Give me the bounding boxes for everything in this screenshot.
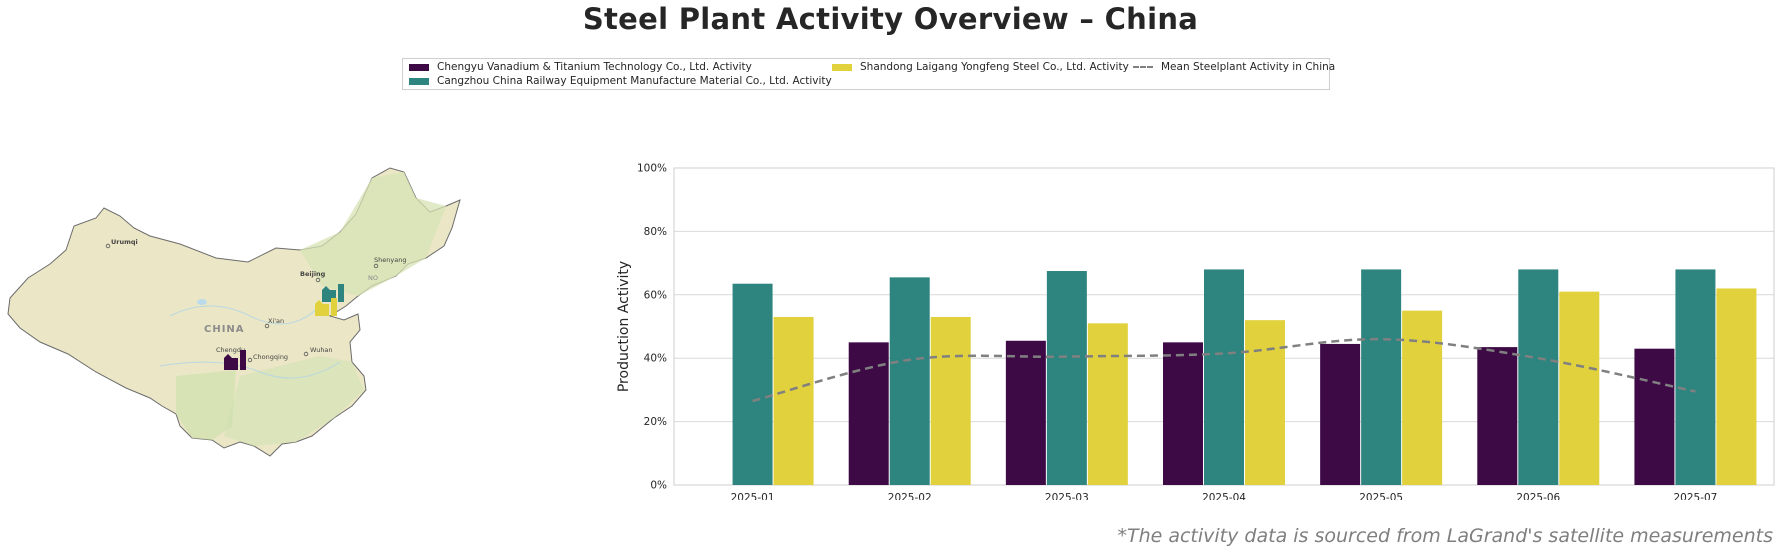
country-label: CHINA (204, 324, 245, 335)
lake-qinghai (197, 299, 207, 305)
city-label-shenyang: Shenyang (374, 256, 406, 264)
bar-cangzhou (1046, 271, 1087, 485)
city-dot-beijing (315, 277, 321, 283)
bar-chengyu (1477, 347, 1518, 485)
y-tick-label: 100% (637, 163, 667, 175)
y-tick-label: 20% (644, 416, 667, 428)
china-map: Urumqi Beijing Shenyang NO Xi'an CHINA C… (0, 166, 470, 496)
bar-cangzhou (1675, 269, 1716, 485)
legend-label-cangzhou: Cangzhou China Railway Equipment Manufac… (437, 75, 832, 87)
terrain-forest-east (300, 172, 446, 296)
bar-chengyu (1163, 342, 1203, 485)
legend-label-chengyu: Chengyu Vanadium & Titanium Technology C… (437, 61, 752, 73)
bar-cangzhou (1361, 269, 1402, 485)
legend-dash-mean (1133, 66, 1153, 68)
city-label-chongqing: Chongqing (253, 353, 288, 361)
y-tick-label: 40% (644, 353, 667, 365)
y-tick-label: 60% (644, 289, 667, 301)
x-tick-label: 2025-06 (1516, 492, 1560, 500)
x-tick-label: 2025-03 (1045, 492, 1089, 500)
legend: Chengyu Vanadium & Titanium Technology C… (402, 58, 1335, 90)
mean-activity-line (752, 337, 1696, 403)
terrain-forest-south (224, 356, 364, 446)
bar-shandong (1402, 310, 1443, 485)
bar-chengyu (1634, 348, 1675, 485)
legend-swatch-cangzhou (409, 77, 429, 85)
x-tick-label: 2025-07 (1673, 492, 1717, 500)
city-label-beijing: Beijing (300, 270, 326, 278)
legend-item-mean: Mean Steelplant Activity in China (1133, 61, 1335, 73)
factory-icon-chengyu (224, 350, 246, 370)
city-dot-urumqi (105, 243, 111, 249)
city-label-no: NO (368, 274, 378, 282)
footnote: *The activity data is sourced from LaGra… (1117, 525, 1773, 547)
page-title: Steel Plant Activity Overview – China (582, 2, 1199, 36)
legend-item-shandong: Shandong Laigang Yongfeng Steel Co., Ltd… (832, 61, 1129, 73)
bar-shandong (773, 316, 814, 485)
city-dot-chongqing (247, 357, 253, 363)
factory-icon-shandong (315, 298, 337, 316)
city-dot-wuhan (303, 351, 309, 357)
river-yangtze (159, 361, 341, 379)
bar-cangzhou (1204, 269, 1244, 485)
bar-shandong (1245, 320, 1285, 485)
x-tick-label: 2025-01 (731, 492, 775, 500)
city-label-wuhan: Wuhan (310, 346, 333, 354)
bar-chengyu (1320, 343, 1361, 485)
city-label-chengdu: Chengdu (216, 346, 245, 354)
bar-shandong (1559, 291, 1600, 485)
bar-cangzhou (1518, 269, 1559, 485)
bar-cangzhou (889, 277, 930, 485)
bar-cangzhou (732, 283, 773, 485)
legend-label-shandong: Shandong Laigang Yongfeng Steel Co., Ltd… (860, 61, 1129, 73)
y-tick-label: 80% (644, 226, 667, 238)
city-label-urumqi: Urumqi (111, 238, 138, 246)
bar-chart: 0% 20% 40% 60% 80% 100% Production Activity 202… (616, 163, 1775, 500)
bar-shandong (1716, 288, 1757, 485)
legend-item-cangzhou: Cangzhou China Railway Equipment Manufac… (409, 75, 832, 87)
city-dot-shenyang (373, 263, 379, 269)
y-tick-label: 0% (650, 480, 667, 492)
x-tick-label: 2025-05 (1359, 492, 1403, 500)
x-tick-label: 2025-04 (1202, 492, 1246, 500)
legend-swatch-shandong (832, 63, 852, 71)
terrain-forest-southwest (176, 370, 236, 440)
legend-label-mean: Mean Steelplant Activity in China (1161, 61, 1336, 73)
y-axis-label: Production Activity (616, 261, 632, 392)
city-dot-xian (264, 323, 270, 329)
x-tick-label: 2025-02 (888, 492, 932, 500)
bar-chengyu (1005, 340, 1046, 485)
bar-shandong (1087, 323, 1128, 485)
city-label-xian: Xi'an (268, 317, 284, 325)
river-yellow (169, 305, 321, 325)
bar-shandong (930, 316, 971, 485)
legend-item-chengyu: Chengyu Vanadium & Titanium Technology C… (409, 61, 752, 73)
legend-swatch-chengyu (409, 63, 429, 71)
